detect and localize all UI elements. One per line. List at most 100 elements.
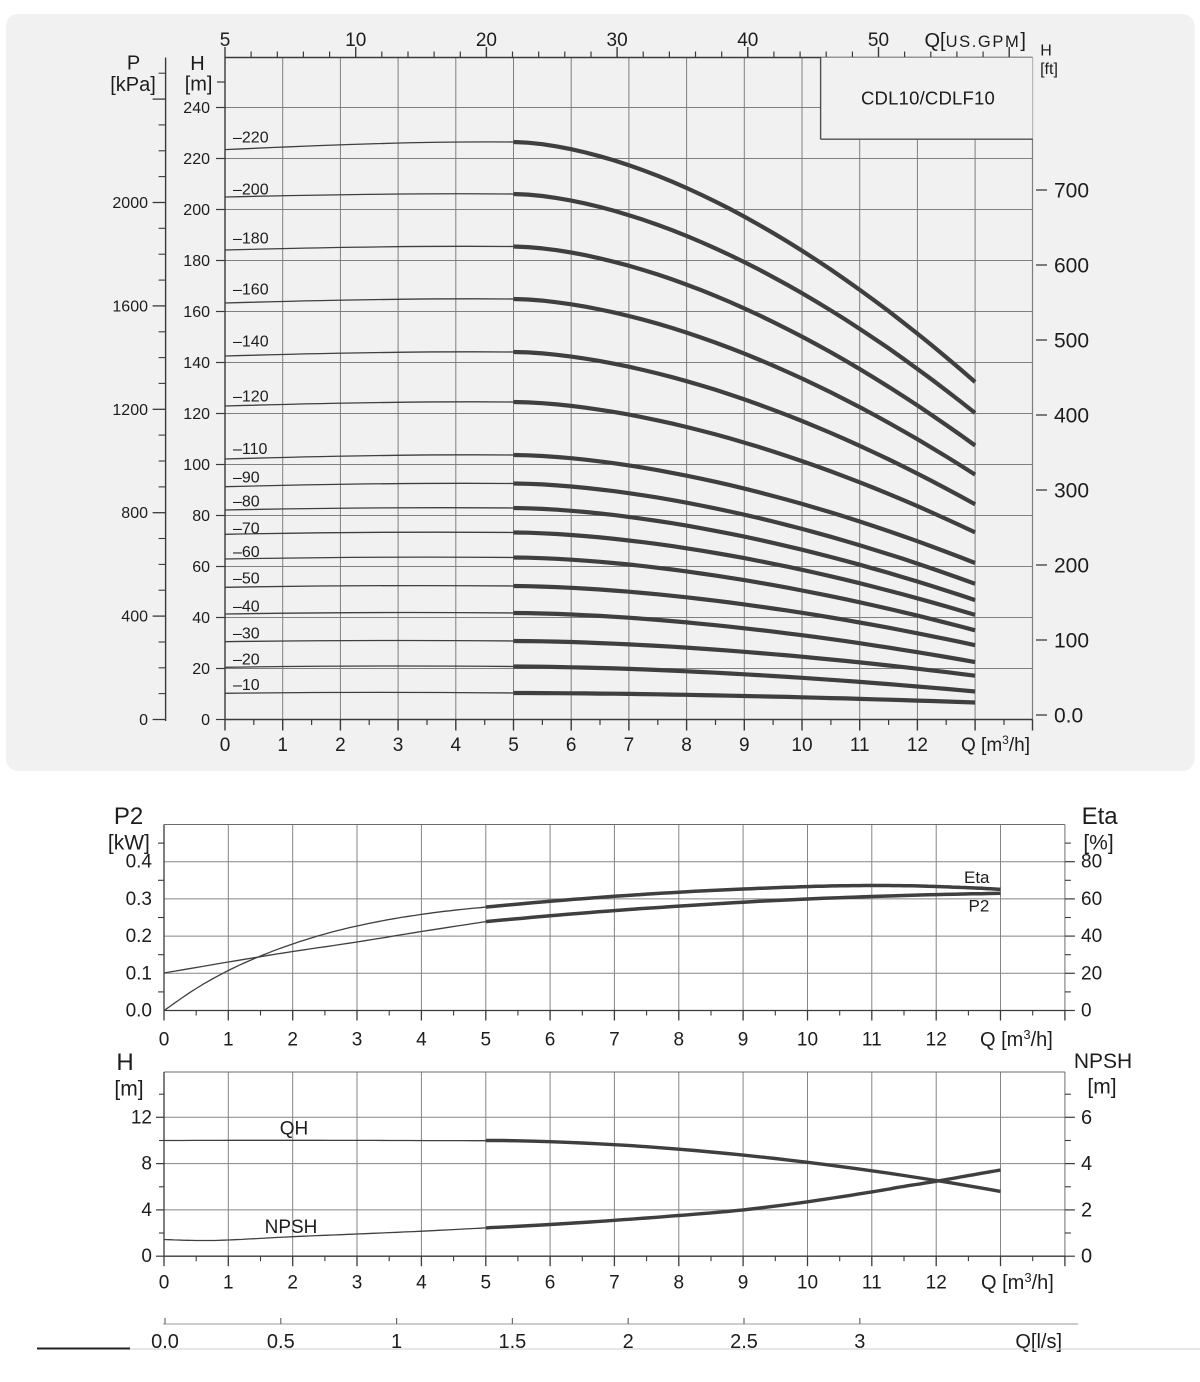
svg-text:–70: –70 — [233, 520, 260, 537]
svg-text:4: 4 — [451, 735, 462, 756]
svg-text:40: 40 — [737, 30, 758, 51]
svg-text:–20: –20 — [233, 651, 260, 668]
svg-text:–90: –90 — [233, 469, 260, 486]
svg-text:50: 50 — [868, 30, 889, 51]
svg-text:0: 0 — [141, 1246, 152, 1267]
svg-text:10: 10 — [797, 1030, 818, 1051]
svg-text:NPSH: NPSH — [265, 1217, 318, 1238]
svg-text:P2: P2 — [969, 897, 990, 916]
svg-text:–80: –80 — [233, 493, 260, 510]
svg-text:[m]: [m] — [185, 74, 213, 96]
svg-text:2000: 2000 — [112, 195, 148, 212]
svg-text:5: 5 — [508, 735, 519, 756]
svg-text:3: 3 — [352, 1030, 363, 1051]
svg-text:–50: –50 — [233, 571, 260, 588]
svg-text:7: 7 — [609, 1030, 620, 1051]
svg-text:1: 1 — [391, 1331, 402, 1353]
svg-text:4: 4 — [1081, 1153, 1092, 1175]
svg-text:5: 5 — [481, 1273, 492, 1294]
svg-text:160: 160 — [183, 304, 210, 321]
svg-text:1: 1 — [223, 1030, 234, 1051]
svg-text:12: 12 — [131, 1107, 152, 1128]
svg-text:0.1: 0.1 — [126, 963, 152, 984]
svg-text:9: 9 — [739, 735, 750, 756]
svg-text:CDL10/CDLF10: CDL10/CDLF10 — [861, 87, 995, 108]
svg-text:0.5: 0.5 — [267, 1331, 295, 1353]
svg-text:30: 30 — [607, 30, 628, 51]
svg-text:4: 4 — [416, 1030, 427, 1051]
svg-text:0: 0 — [159, 1030, 170, 1051]
svg-text:12: 12 — [926, 1273, 947, 1294]
svg-text:8: 8 — [674, 1273, 685, 1294]
svg-text:20: 20 — [1081, 963, 1102, 984]
svg-text:120: 120 — [183, 406, 210, 423]
svg-text:Q [m3/h]: Q [m3/h] — [961, 733, 1030, 756]
svg-text:800: 800 — [121, 505, 148, 522]
svg-text:0.4: 0.4 — [126, 852, 153, 873]
svg-text:[kW]: [kW] — [108, 832, 150, 855]
svg-text:40: 40 — [1081, 926, 1102, 947]
svg-text:3: 3 — [854, 1331, 865, 1353]
svg-text:8: 8 — [674, 1030, 685, 1051]
svg-text:100: 100 — [1054, 630, 1089, 653]
svg-text:–110: –110 — [233, 441, 268, 458]
svg-text:1: 1 — [223, 1273, 234, 1294]
svg-text:1600: 1600 — [112, 298, 148, 315]
svg-text:3: 3 — [352, 1273, 363, 1294]
svg-text:700: 700 — [1054, 180, 1089, 203]
svg-text:–220: –220 — [233, 130, 269, 147]
svg-text:[m]: [m] — [1087, 1076, 1116, 1099]
svg-text:11: 11 — [862, 1273, 882, 1294]
svg-text:500: 500 — [1054, 330, 1089, 353]
svg-text:3: 3 — [393, 735, 404, 756]
svg-text:Q[l/s]: Q[l/s] — [1015, 1331, 1062, 1353]
svg-text:0.0: 0.0 — [126, 1001, 152, 1022]
svg-text:0.3: 0.3 — [126, 889, 152, 910]
svg-text:P: P — [127, 53, 140, 75]
svg-text:80: 80 — [1081, 852, 1102, 873]
svg-text:0: 0 — [1081, 1001, 1092, 1022]
svg-text:400: 400 — [121, 609, 148, 626]
svg-text:11: 11 — [862, 1030, 882, 1051]
svg-text:6: 6 — [566, 735, 577, 756]
svg-text:–120: –120 — [233, 388, 269, 405]
svg-text:QH: QH — [280, 1119, 309, 1140]
svg-text:1: 1 — [277, 735, 288, 756]
svg-text:[kPa]: [kPa] — [110, 74, 156, 96]
svg-text:7: 7 — [609, 1273, 620, 1294]
svg-text:8: 8 — [681, 735, 692, 756]
svg-text:20: 20 — [192, 661, 210, 678]
svg-text:200: 200 — [183, 202, 210, 219]
svg-text:4: 4 — [141, 1200, 152, 1221]
svg-text:10: 10 — [797, 1273, 818, 1294]
svg-text:[m]: [m] — [114, 1078, 143, 1101]
svg-text:0: 0 — [220, 735, 231, 756]
svg-text:–40: –40 — [233, 598, 260, 615]
svg-text:60: 60 — [192, 559, 210, 576]
svg-text:0: 0 — [201, 712, 210, 729]
svg-text:240: 240 — [183, 100, 210, 117]
svg-text:300: 300 — [1054, 480, 1089, 503]
svg-text:12: 12 — [926, 1030, 947, 1051]
svg-text:–180: –180 — [233, 231, 269, 248]
svg-text:1.5: 1.5 — [498, 1331, 526, 1353]
svg-text:Eta: Eta — [1082, 803, 1119, 830]
svg-text:20: 20 — [476, 30, 497, 51]
svg-text:H: H — [190, 53, 204, 75]
svg-text:6: 6 — [545, 1030, 556, 1051]
svg-text:–140: –140 — [233, 334, 269, 351]
svg-text:600: 600 — [1054, 255, 1089, 278]
svg-text:Q [m3/h]: Q [m3/h] — [980, 1027, 1053, 1051]
svg-text:220: 220 — [183, 151, 210, 168]
svg-text:0.0: 0.0 — [151, 1331, 179, 1353]
svg-text:–10: –10 — [233, 677, 260, 694]
svg-text:2.5: 2.5 — [730, 1331, 758, 1353]
svg-text:2: 2 — [335, 735, 346, 756]
svg-text:0: 0 — [1081, 1246, 1092, 1268]
svg-text:NPSH: NPSH — [1074, 1050, 1132, 1073]
svg-text:8: 8 — [141, 1154, 152, 1175]
svg-text:0: 0 — [139, 712, 148, 729]
svg-text:400: 400 — [1054, 405, 1089, 428]
svg-text:6: 6 — [1081, 1107, 1092, 1129]
svg-text:9: 9 — [738, 1273, 749, 1294]
